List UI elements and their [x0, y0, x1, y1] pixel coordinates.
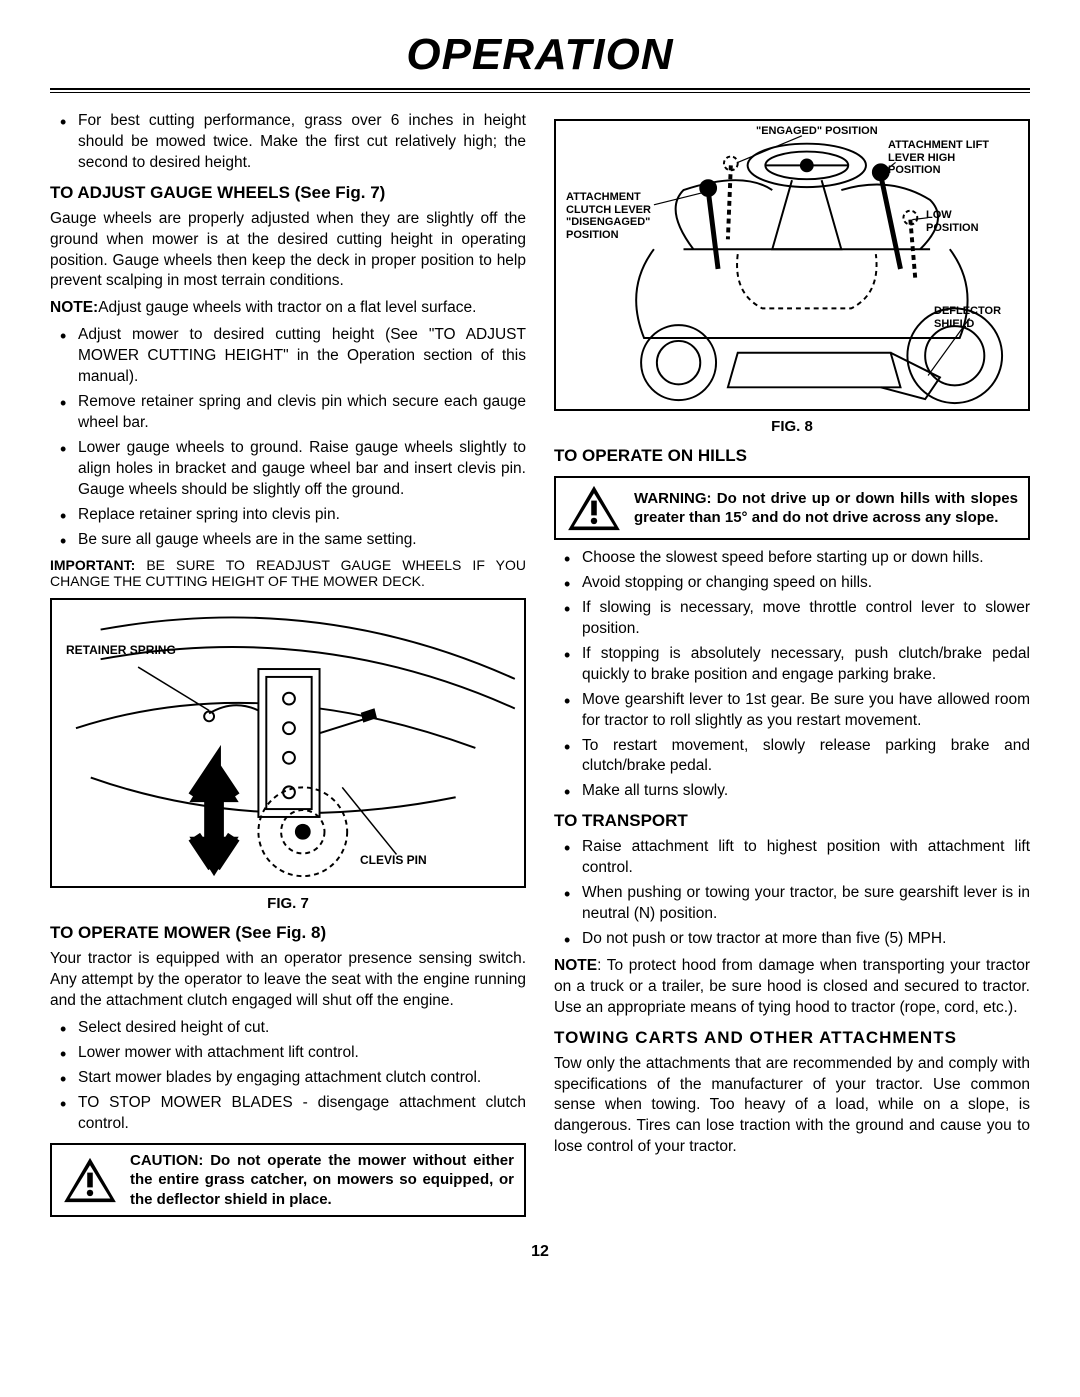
list-item: When pushing or towing your tractor, be …	[554, 883, 1030, 925]
warning-triangle-icon	[566, 484, 622, 532]
list-item: Avoid stopping or changing speed on hill…	[554, 573, 1030, 594]
right-column: "ENGAGED" POSITION ATTACHMENT LIFT LEVER…	[554, 111, 1030, 1225]
warning-box: WARNING: Do not drive up or down hills w…	[554, 476, 1030, 540]
heading-operate-hills: TO OPERATE ON HILLS	[554, 445, 1030, 468]
bullets-transport: Raise attachment lift to highest positio…	[554, 837, 1030, 950]
label-deflector-shield: DEFLECTOR SHIELD	[934, 305, 1014, 330]
figure-8-illustration: "ENGAGED" POSITION ATTACHMENT LIFT LEVER…	[554, 119, 1030, 411]
note-transport: NOTE: To protect hood from damage when t…	[554, 956, 1030, 1019]
label-clevis-pin: CLEVIS PIN	[360, 852, 427, 868]
list-item: Lower gauge wheels to ground. Raise gaug…	[50, 438, 526, 501]
list-item: Be sure all gauge wheels are in the same…	[50, 530, 526, 551]
para-gauge-desc: Gauge wheels are properly adjusted when …	[50, 209, 526, 293]
para-operate-mower: Your tractor is equipped with an operato…	[50, 949, 526, 1012]
list-item: Select desired height of cut.	[50, 1018, 526, 1039]
intro-bullet: For best cutting performance, grass over…	[50, 111, 526, 174]
list-item: Start mower blades by engaging attachmen…	[50, 1068, 526, 1089]
list-item: Do not push or tow tractor at more than …	[554, 929, 1030, 950]
figure-7-caption: FIG. 7	[50, 894, 526, 914]
label-engaged-position: "ENGAGED" POSITION	[756, 125, 878, 138]
figure-7-illustration: RETAINER SPRING CLEVIS PIN	[50, 598, 526, 888]
list-item: Lower mower with attachment lift control…	[50, 1043, 526, 1064]
bullets-operate-mower: Select desired height of cut. Lower mowe…	[50, 1018, 526, 1135]
para-towing: Tow only the attachments that are recomm…	[554, 1054, 1030, 1159]
heading-adjust-gauge: TO ADJUST GAUGE WHEELS (See Fig. 7)	[50, 182, 526, 205]
list-item: To restart movement, slowly release park…	[554, 736, 1030, 778]
list-item: If slowing is necessary, move throttle c…	[554, 598, 1030, 640]
warning-text: WARNING: Do not drive up or down hills w…	[634, 489, 1018, 528]
list-item: TO STOP MOWER BLADES - disengage attachm…	[50, 1093, 526, 1135]
page-number: 12	[50, 1243, 1030, 1261]
label-attachment-lift: ATTACHMENT LIFT LEVER HIGH POSITION	[888, 139, 1003, 177]
label-retainer-spring: RETAINER SPRING	[66, 642, 176, 658]
label-low-position: LOW POSITION	[926, 209, 1006, 234]
important-note: IMPORTANT: BE SURE TO READJUST GAUGE WHE…	[50, 557, 526, 591]
caution-text: CAUTION: Do not operate the mower withou…	[130, 1151, 514, 1210]
two-column-layout: For best cutting performance, grass over…	[50, 111, 1030, 1225]
list-item: Adjust mower to desired cutting height (…	[50, 325, 526, 388]
note-gauge: NOTE:Adjust gauge wheels with tractor on…	[50, 298, 526, 319]
bullets-hills: Choose the slowest speed before starting…	[554, 548, 1030, 802]
heading-towing: TOWING CARTS AND OTHER ATTACHMENTS	[554, 1027, 1030, 1050]
warning-triangle-icon	[62, 1156, 118, 1204]
heading-operate-mower: TO OPERATE MOWER (See Fig. 8)	[50, 922, 526, 945]
list-item: Choose the slowest speed before starting…	[554, 548, 1030, 569]
label-clutch-lever: ATTACHMENT CLUTCH LEVER "DISENGAGED" POS…	[566, 191, 676, 242]
list-item: If stopping is absolutely necessary, pus…	[554, 644, 1030, 686]
caution-box: CAUTION: Do not operate the mower withou…	[50, 1143, 526, 1218]
list-item: Make all turns slowly.	[554, 781, 1030, 802]
list-item: Move gearshift lever to 1st gear. Be sur…	[554, 690, 1030, 732]
list-item: Raise attachment lift to highest positio…	[554, 837, 1030, 879]
page-title: OPERATION	[50, 30, 1030, 80]
left-column: For best cutting performance, grass over…	[50, 111, 526, 1225]
list-item: Remove retainer spring and clevis pin wh…	[50, 392, 526, 434]
list-item: Replace retainer spring into clevis pin.	[50, 505, 526, 526]
rule-heavy	[50, 88, 1030, 90]
heading-transport: TO TRANSPORT	[554, 810, 1030, 833]
rule-thin	[50, 92, 1030, 93]
figure-8-caption: FIG. 8	[554, 417, 1030, 437]
bullets-gauge: Adjust mower to desired cutting height (…	[50, 325, 526, 550]
